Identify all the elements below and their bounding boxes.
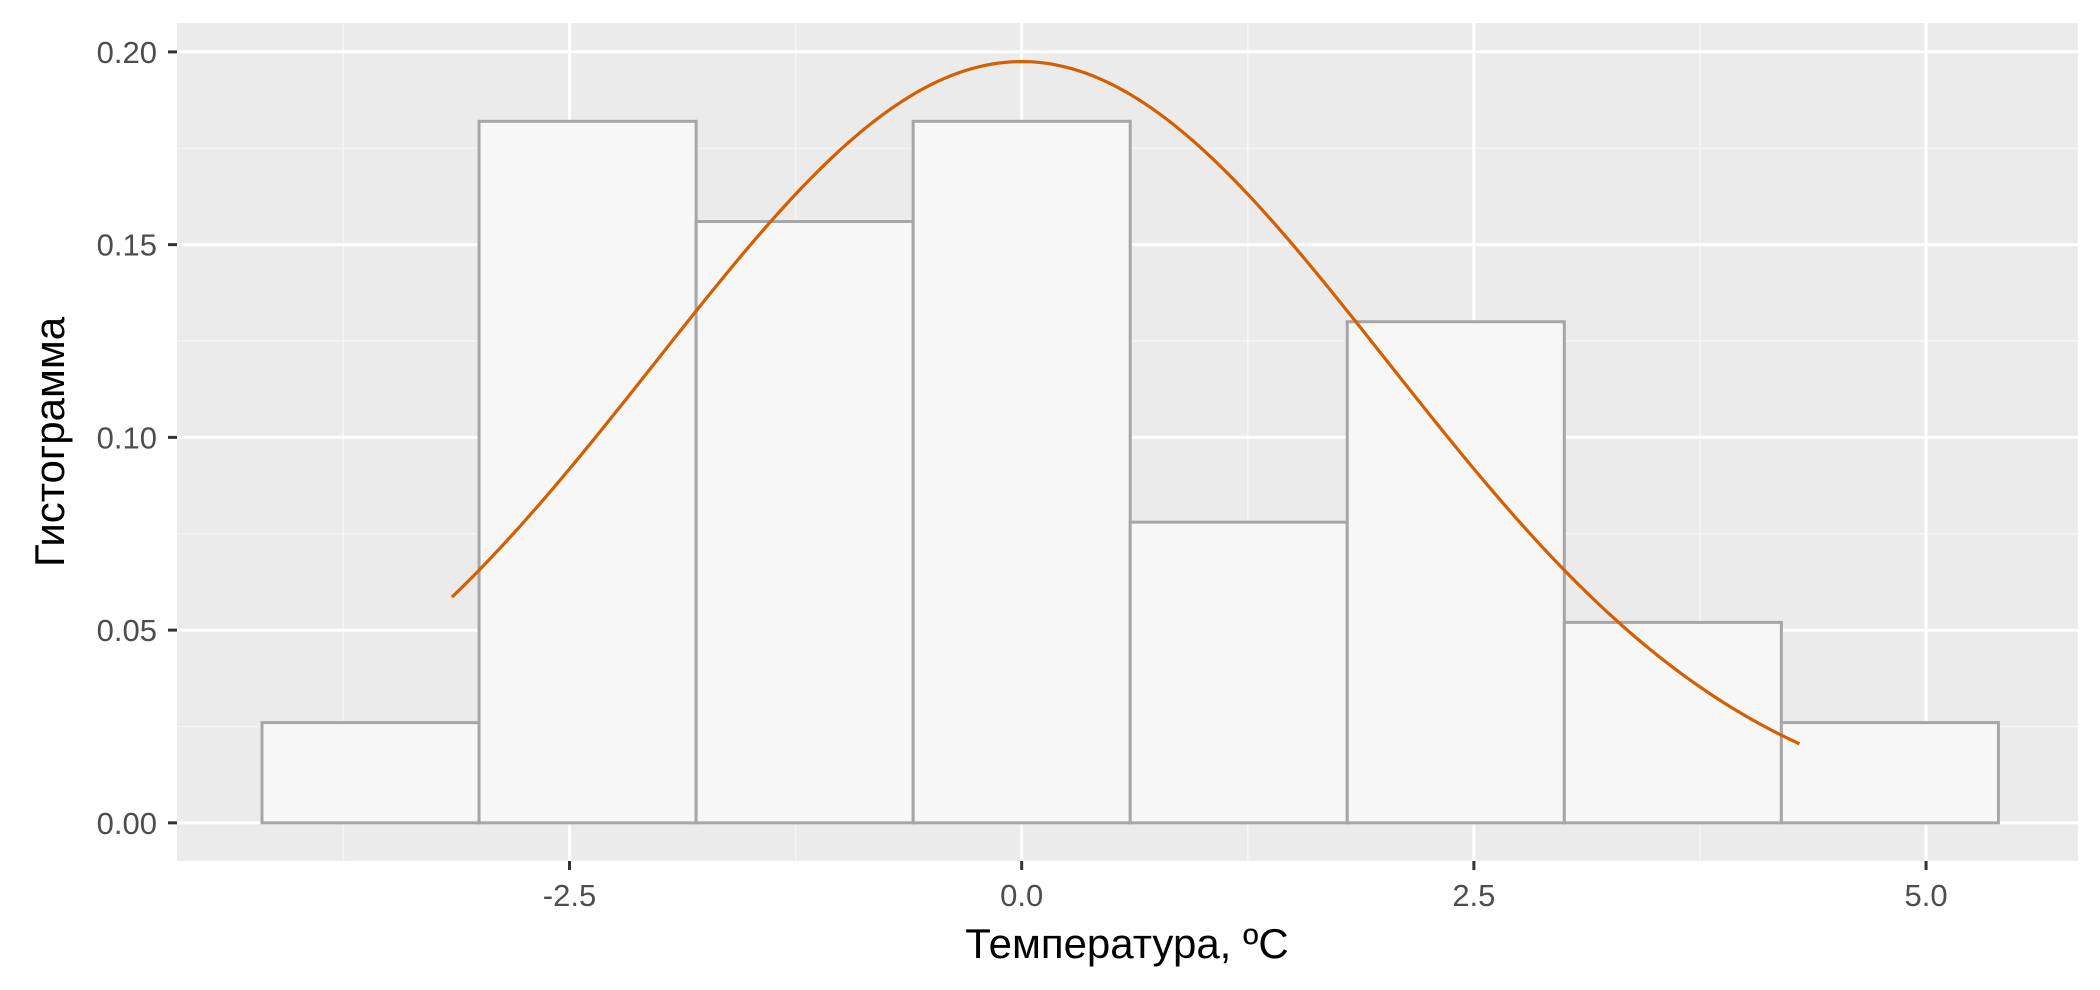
y-tick-label: 0.15: [97, 228, 157, 263]
x-tick-label: 0.0: [1000, 878, 1043, 913]
histogram-bar: [1779, 721, 2000, 825]
histogram-bar: [1345, 320, 1566, 825]
y-tick-label: 0.20: [97, 35, 157, 70]
y-tick-label: 0.10: [97, 420, 157, 455]
density-curve: [450, 59, 1801, 746]
histogram-bar: [694, 220, 915, 825]
x-tick-label: 5.0: [1905, 878, 1948, 913]
histogram-bar: [911, 119, 1132, 825]
x-axis: -2.5 0.0 2.5 5.0: [543, 861, 1948, 913]
histogram-bar: [1562, 620, 1783, 825]
y-tick-label: 0.00: [97, 806, 157, 841]
x-axis-title: Температура, ºC: [965, 920, 1288, 967]
y-tick-label: 0.05: [97, 613, 157, 648]
x-tick-label: 2.5: [1452, 878, 1495, 913]
histogram-bars: [260, 119, 2000, 825]
histogram-bar: [1128, 520, 1349, 825]
histogram-bar: [260, 721, 481, 825]
histogram-bar: [477, 119, 698, 825]
y-axis: 0.00 0.05 0.10 0.15 0.20: [97, 35, 177, 841]
x-tick-label: -2.5: [543, 878, 596, 913]
y-axis-title: Гистограмма: [26, 316, 73, 567]
